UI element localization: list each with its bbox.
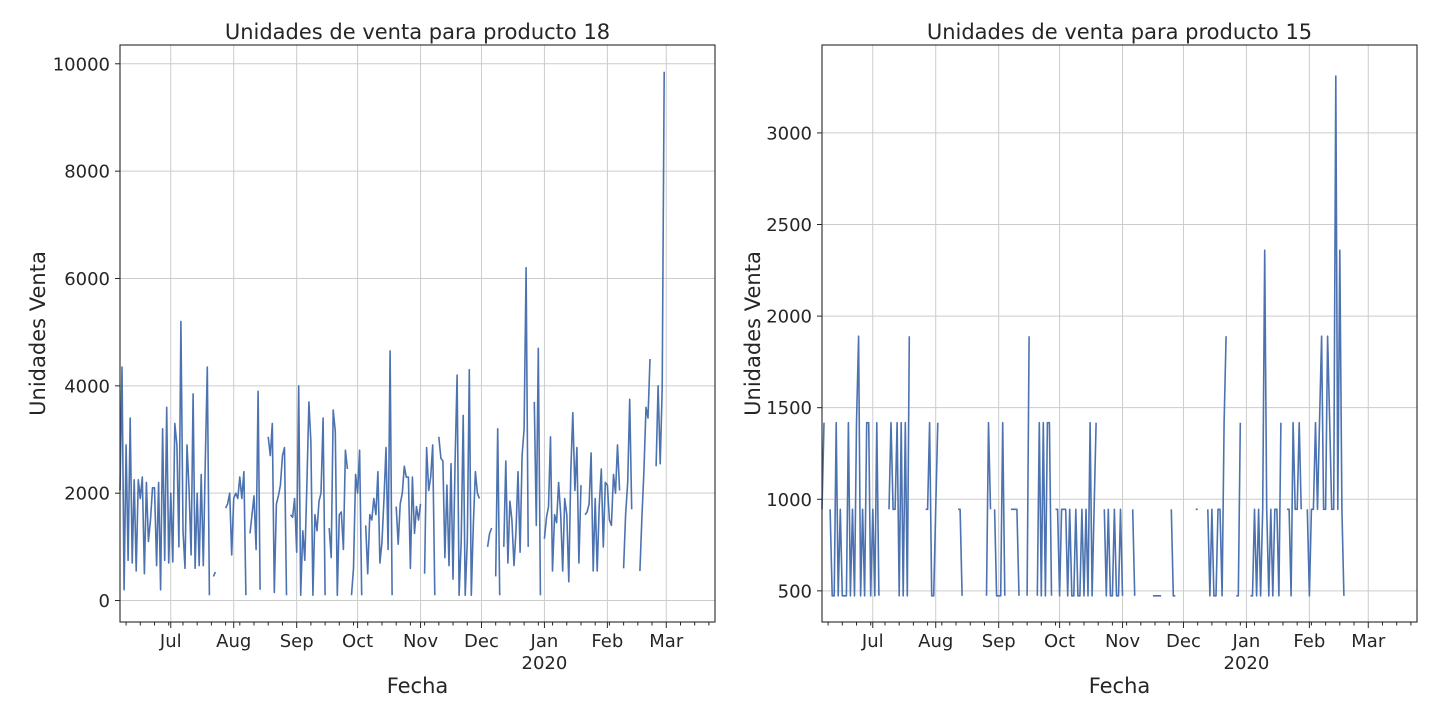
x-tick-labels: Jul Aug Sep Oct Nov Dec Jan Feb Mar	[159, 631, 684, 652]
x-tick-label: Dec	[464, 631, 499, 652]
y-tick-label: 10000	[53, 54, 110, 75]
y-tick-label: 2500	[766, 215, 812, 236]
x-tick-label: Sep	[280, 631, 314, 652]
year-label: 2020	[522, 653, 568, 674]
y-tick-label: 2000	[64, 484, 110, 505]
x-tick-label: Jan	[530, 631, 559, 652]
x-tick-label: Oct	[342, 631, 373, 652]
x-tick-label: Jul	[861, 631, 884, 652]
x-tick-labels: Jul Aug Sep Oct Nov Dec Jan Feb Mar	[861, 631, 1386, 652]
x-tick-label: Feb	[591, 631, 623, 652]
plot-frame	[119, 44, 716, 623]
year-label: 2020	[1224, 653, 1270, 674]
chart-producto-18: 0 2000 4000 6000 8000 10000 Jul Aug Sep Oct Nov De…	[26, 20, 716, 698]
x-axis-label: Fecha	[1089, 674, 1151, 698]
plot-frame	[821, 44, 1418, 623]
tick-marks	[817, 132, 1412, 628]
x-tick-label: Jan	[1232, 631, 1261, 652]
grid-lines	[120, 45, 715, 622]
y-axis-label: Unidades Venta	[741, 251, 765, 416]
x-tick-label: Nov	[403, 631, 438, 652]
y-tick-label: 1500	[766, 398, 812, 419]
x-tick-label: Mar	[649, 631, 684, 652]
y-tick-labels: 500 1000 1500 2000 2500 3000	[766, 123, 812, 602]
y-tick-label: 6000	[64, 269, 110, 290]
x-tick-label: Oct	[1044, 631, 1075, 652]
y-tick-label: 3000	[766, 123, 812, 144]
tick-marks	[115, 63, 710, 628]
x-tick-label: Nov	[1105, 631, 1140, 652]
y-tick-label: 500	[778, 581, 812, 602]
x-tick-label: Aug	[918, 631, 953, 652]
y-tick-label: 8000	[64, 162, 110, 183]
y-axis-label: Unidades Venta	[26, 251, 50, 416]
series-group	[119, 71, 665, 596]
y-tick-label: 4000	[64, 376, 110, 397]
series-group	[821, 75, 1345, 597]
grid-lines	[822, 45, 1417, 622]
x-tick-label: Feb	[1293, 631, 1325, 652]
chart-title: Unidades de venta para producto 15	[927, 20, 1312, 44]
y-tick-label: 2000	[766, 307, 812, 328]
x-tick-label: Dec	[1166, 631, 1201, 652]
x-tick-label: Jul	[159, 631, 182, 652]
chart-title: Unidades de venta para producto 18	[225, 20, 610, 44]
x-axis-label: Fecha	[387, 674, 449, 698]
series-line	[821, 75, 1345, 597]
x-tick-label: Aug	[216, 631, 251, 652]
y-tick-labels: 0 2000 4000 6000 8000 10000	[53, 54, 110, 612]
x-tick-label: Sep	[982, 631, 1016, 652]
series-line	[119, 71, 665, 596]
chart-producto-15: 500 1000 1500 2000 2500 3000 Jul Aug Sep Oct Nov D…	[741, 20, 1418, 698]
y-tick-label: 1000	[766, 490, 812, 511]
y-tick-label: 0	[99, 591, 110, 612]
x-tick-label: Mar	[1351, 631, 1386, 652]
